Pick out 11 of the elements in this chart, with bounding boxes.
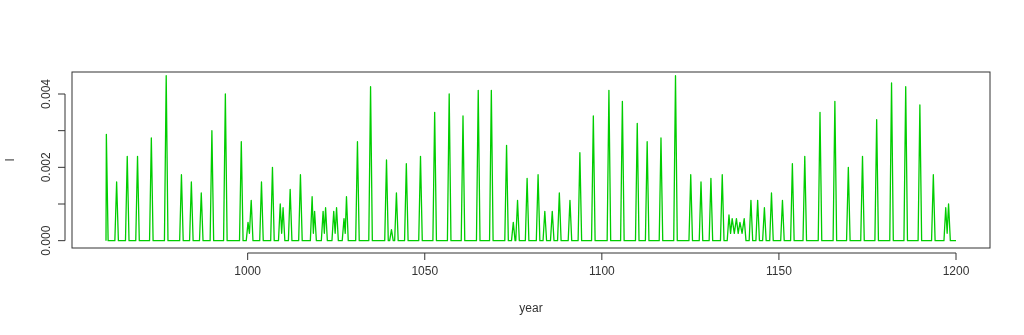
x-tick-label: 1000	[234, 264, 262, 278]
x-tick-label: 1150	[766, 264, 793, 278]
x-axis-title: year	[519, 301, 543, 315]
y-tick-label: 0.004	[39, 78, 53, 110]
y-axis-title: l	[3, 158, 17, 162]
line-series	[105, 75, 957, 242]
y-tick-label: 0.002	[39, 151, 53, 183]
x-tick-label: 1200	[942, 264, 970, 278]
y-tick-label: 0.000	[39, 225, 53, 256]
x-tick-label: 1050	[411, 264, 439, 278]
x-tick-label: 1100	[588, 264, 616, 278]
